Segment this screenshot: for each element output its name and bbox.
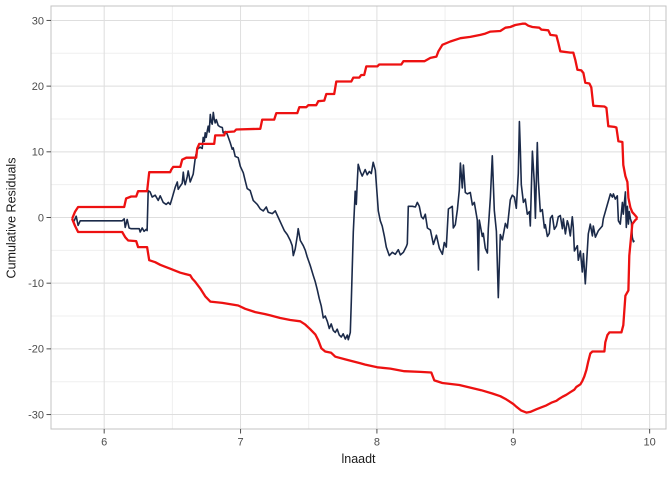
x-tick-label: 7 (237, 437, 243, 449)
x-tick-label: 6 (101, 437, 107, 449)
y-tick-label: 10 (32, 147, 44, 159)
y-tick-label: -20 (28, 344, 44, 356)
y-tick-label: 20 (32, 81, 44, 93)
x-tick-label: 10 (644, 437, 656, 449)
y-tick-label: 0 (38, 212, 44, 224)
confidence-envelope-lower-line (71, 217, 639, 414)
x-tick-label: 8 (374, 437, 380, 449)
y-tick-label: -30 (28, 409, 44, 421)
y-axis-title: Cumulative Residuals (0, 6, 22, 429)
y-tick-label: 30 (32, 15, 44, 27)
x-axis-title-text: lnaadt (341, 452, 376, 466)
x-tick-label: 9 (510, 437, 516, 449)
confidence-envelope-upper-line (71, 22, 639, 220)
x-axis-title: lnaadt (51, 452, 666, 466)
y-axis-title-text: Cumulative Residuals (4, 157, 19, 278)
y-tick-label: -10 (28, 278, 44, 290)
